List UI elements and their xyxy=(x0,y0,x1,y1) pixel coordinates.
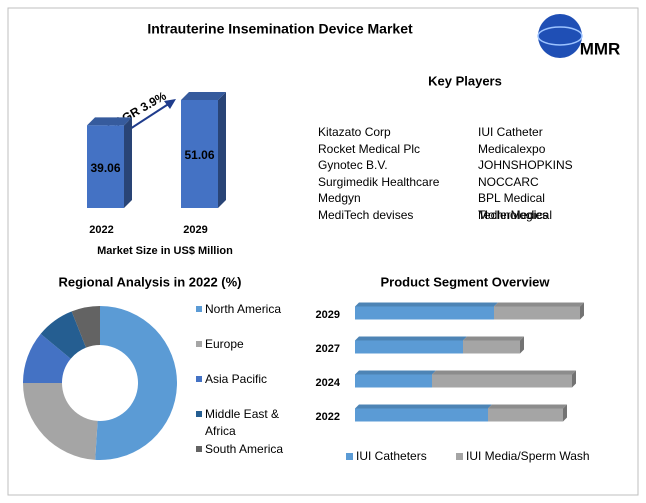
logo-ring xyxy=(537,26,583,46)
key-player: Surgimedik Healthcare xyxy=(318,174,440,189)
key-players-title: Key Players xyxy=(428,73,502,88)
legend-label: IUI Catheters xyxy=(356,449,427,463)
bar-top xyxy=(355,336,467,341)
bar xyxy=(87,125,124,208)
key-player: MollerMedical xyxy=(478,207,553,222)
key-player: MediTech devises xyxy=(318,207,414,222)
cagr-arrow-head xyxy=(164,99,176,109)
x-tick-label: 2022 xyxy=(89,224,113,236)
value-label: 39.06 xyxy=(90,161,120,175)
bar-segment xyxy=(355,306,494,320)
legend-label: North America xyxy=(205,302,282,316)
bar-segment xyxy=(432,374,572,388)
bar-segment xyxy=(355,374,432,388)
pie-slice xyxy=(95,306,178,460)
y-tick-label: 2024 xyxy=(316,377,341,389)
bar-segment xyxy=(463,340,520,354)
bar xyxy=(181,100,218,208)
y-tick-label: 2022 xyxy=(316,411,340,423)
pie-slice xyxy=(40,311,87,359)
key-player: Kitazato Corp xyxy=(318,125,391,139)
logo-globe xyxy=(538,14,582,58)
legend-swatch xyxy=(196,411,202,417)
x-axis-label: Market Size in US$ Million xyxy=(97,245,233,257)
key-player: Gynotec B.V. xyxy=(318,158,388,172)
key-player: Rocket Medical Plc xyxy=(318,141,421,156)
bar-top xyxy=(463,336,524,341)
legend-swatch xyxy=(196,376,202,382)
value-label: 51.06 xyxy=(184,148,214,162)
x-tick-label: 2029 xyxy=(183,224,207,236)
y-tick-label: 2027 xyxy=(316,343,340,355)
bar-side xyxy=(563,404,567,422)
y-tick-label: 2029 xyxy=(316,309,340,321)
bar-side xyxy=(124,117,132,208)
legend-label: Asia Pacific xyxy=(205,372,268,386)
key-player: Medicalexpo xyxy=(478,141,546,156)
frame xyxy=(7,7,639,496)
chart-title: Regional Analysis in 2022 (%) xyxy=(58,274,241,289)
bar-top xyxy=(355,404,492,409)
legend-swatch xyxy=(346,453,353,460)
legend-swatch xyxy=(196,341,202,347)
pie-slice xyxy=(71,306,100,348)
key-player: NOCCARC xyxy=(478,174,539,189)
legend-label: IUI Media/Sperm Wash xyxy=(466,449,590,463)
bar-top xyxy=(355,302,498,307)
key-player: BPL Medical Technologies xyxy=(478,191,549,222)
bar-top xyxy=(87,117,132,126)
legend-label: Middle East & Africa xyxy=(205,407,280,438)
key-player: IUI Catheter xyxy=(478,125,543,139)
legend-label: Europe xyxy=(205,337,244,351)
bar-top xyxy=(494,302,584,307)
bar-side xyxy=(218,92,226,208)
bar-top xyxy=(355,370,436,375)
bar-top xyxy=(488,404,567,409)
legend-label: South America xyxy=(205,442,284,456)
key-player: Medgyn xyxy=(318,191,361,205)
bar-side xyxy=(580,302,584,320)
pie-slice xyxy=(23,333,71,383)
page-title: Intrauterine Insemination Device Market xyxy=(147,21,413,37)
bar-segment xyxy=(355,340,463,354)
legend-swatch xyxy=(456,453,463,460)
legend-swatch xyxy=(196,446,202,452)
bar-top xyxy=(181,92,226,100)
key-player: JOHNSHOPKINS xyxy=(478,158,573,172)
logo-text: MMR xyxy=(580,39,621,58)
bar-segment xyxy=(488,408,563,422)
legend-swatch xyxy=(196,306,202,312)
pie-slice xyxy=(23,383,98,460)
chart-title: Product Segment Overview xyxy=(380,274,550,289)
bar-side xyxy=(520,336,524,354)
bar-segment xyxy=(355,408,488,422)
bar-top xyxy=(432,370,576,375)
bar-segment xyxy=(494,306,580,320)
bar-side xyxy=(572,370,576,388)
